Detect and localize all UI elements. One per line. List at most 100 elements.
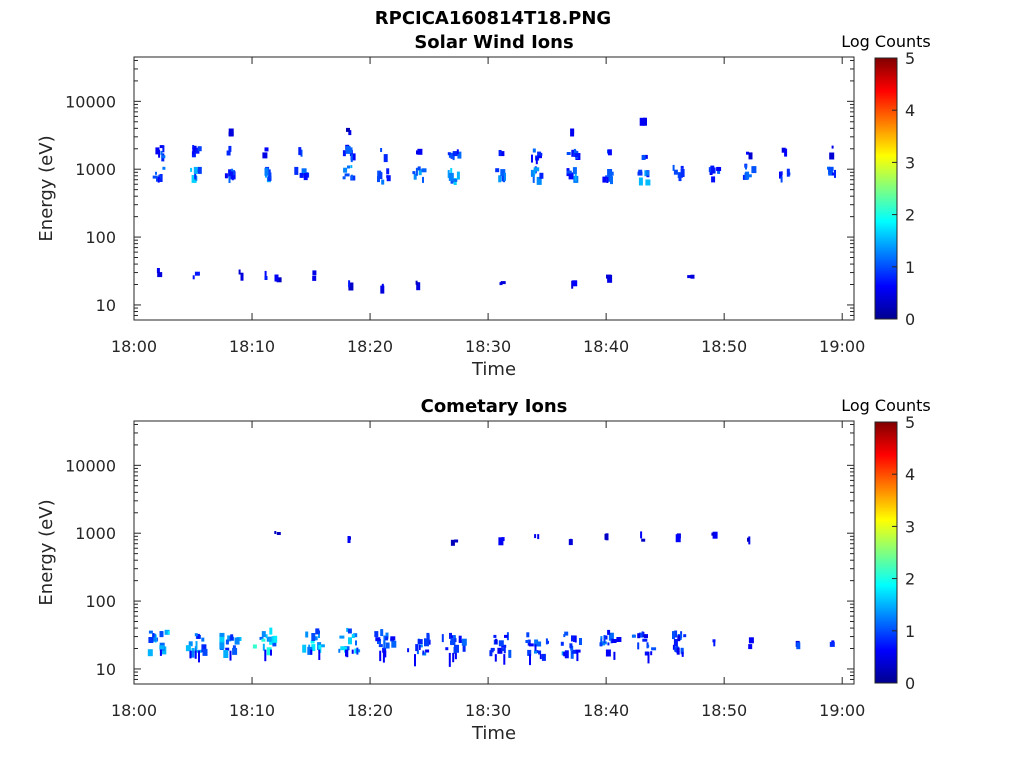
data-cell [348, 280, 351, 288]
data-cell [191, 174, 197, 183]
data-cell [829, 152, 835, 160]
data-cell [158, 174, 162, 179]
data-cell [417, 148, 423, 155]
data-cell [378, 644, 383, 648]
data-cell [607, 175, 612, 182]
data-cell [607, 642, 610, 646]
data-cell [452, 153, 455, 161]
colorbar-tick-label: 1 [905, 258, 915, 277]
data-cell [355, 640, 357, 646]
data-cell [572, 280, 578, 287]
data-cell [643, 117, 647, 126]
data-cell [784, 148, 788, 157]
data-cell [219, 632, 225, 637]
data-cell [194, 633, 198, 637]
data-cell [350, 165, 353, 169]
data-cell [386, 175, 391, 182]
data-cell [156, 177, 158, 182]
data-cell [651, 647, 657, 651]
data-cell [604, 533, 608, 540]
data-cell [270, 649, 272, 656]
data-cell [234, 637, 240, 645]
data-cell [452, 178, 458, 182]
data-cell [318, 649, 321, 660]
data-cell [545, 638, 548, 645]
data-cell [639, 117, 645, 126]
data-cell [498, 640, 504, 647]
data-cell [637, 642, 640, 650]
data-cell [445, 647, 449, 651]
data-cell [532, 176, 535, 183]
data-cell [537, 534, 540, 540]
data-cell [351, 634, 355, 638]
data-cell [616, 637, 622, 642]
data-cell [539, 172, 544, 179]
x-tick-label: 18:00 [111, 701, 157, 720]
data-cell [710, 165, 715, 174]
data-cell [353, 633, 358, 638]
data-cell [534, 167, 540, 172]
x-tick-label: 19:00 [819, 337, 865, 356]
data-cell [711, 176, 716, 183]
data-cell [441, 634, 444, 643]
y-tick-label: 100 [85, 592, 116, 611]
data-cell [276, 277, 282, 283]
data-cell [525, 640, 530, 643]
data-cell [600, 636, 603, 640]
data-cell [456, 171, 460, 180]
data-cell [161, 155, 166, 159]
data-cell [302, 644, 307, 653]
data-cell [274, 531, 277, 534]
data-cell [219, 641, 225, 650]
data-cell [390, 636, 396, 641]
data-cell [748, 536, 751, 545]
data-cell [560, 641, 564, 646]
data-cell [606, 274, 611, 279]
data-cell [574, 173, 577, 181]
data-cell [158, 149, 161, 158]
x-tick-label: 18:20 [347, 701, 393, 720]
data-cell [194, 271, 200, 276]
data-cell [501, 174, 504, 182]
data-cell [377, 170, 382, 177]
data-cell [747, 537, 749, 542]
data-cell [779, 171, 781, 179]
data-cell [424, 638, 429, 647]
data-cell [646, 170, 650, 176]
data-cell [348, 282, 354, 291]
data-cell [570, 650, 574, 659]
data-cell [152, 175, 158, 179]
data-cell [382, 647, 387, 653]
data-cell [342, 150, 346, 157]
data-cell [311, 644, 316, 652]
data-cell [499, 151, 505, 157]
data-cell [261, 631, 266, 638]
data-cell [265, 634, 268, 639]
data-cell [454, 539, 459, 543]
y-tick-label: 10000 [65, 92, 116, 111]
colorbar-tick-label: 5 [905, 413, 915, 432]
data-cell [226, 150, 231, 156]
x-tick-label: 18:40 [583, 337, 629, 356]
data-cell [642, 638, 648, 642]
data-cell [342, 176, 346, 180]
colorbar-label: Log Counts [841, 396, 931, 415]
data-cell [300, 149, 303, 157]
data-cell [223, 650, 229, 658]
data-cell [201, 637, 205, 642]
x-tick-label: 18:30 [465, 701, 511, 720]
x-tick-label: 18:10 [229, 701, 275, 720]
data-cell [159, 649, 162, 656]
colorbar [874, 421, 898, 684]
data-cell [418, 645, 421, 650]
data-cell [456, 149, 459, 155]
data-cell [744, 172, 747, 180]
data-cell [607, 274, 613, 283]
data-cell [608, 632, 614, 641]
data-cell [638, 632, 644, 638]
data-cell [224, 173, 228, 179]
data-cell [350, 147, 353, 154]
data-cell [147, 649, 153, 657]
data-cell [781, 147, 786, 153]
data-cell [273, 635, 278, 643]
